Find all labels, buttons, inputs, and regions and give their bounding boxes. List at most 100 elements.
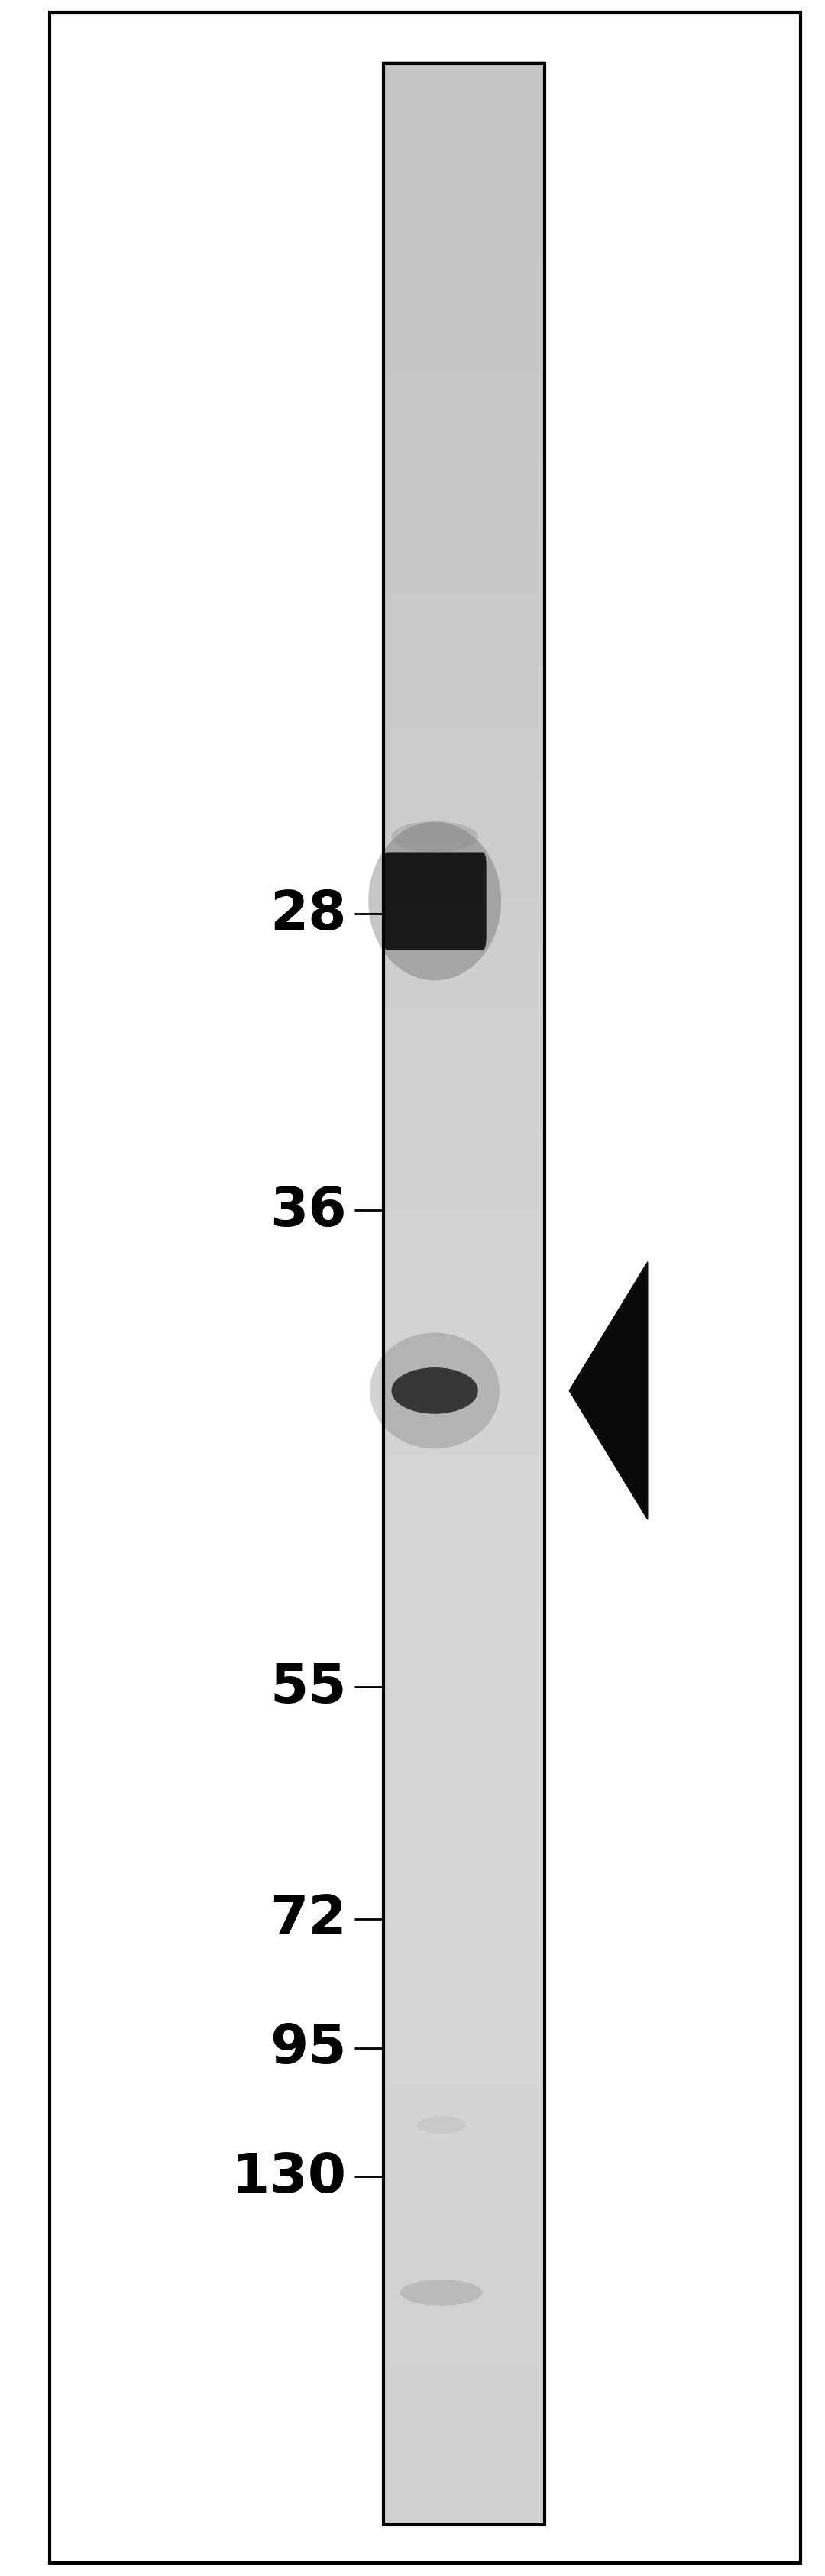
Bar	[384, 1170, 544, 1185]
Bar	[384, 2375, 544, 2388]
Bar	[384, 1613, 544, 1625]
Bar	[384, 368, 544, 384]
Bar	[384, 1280, 544, 1296]
Bar	[384, 2030, 544, 2045]
Bar	[384, 1734, 544, 1749]
Bar	[384, 677, 544, 693]
Bar	[384, 443, 544, 459]
Bar	[384, 1242, 544, 1257]
Bar	[384, 971, 544, 987]
Bar	[384, 1206, 544, 1221]
Bar	[384, 850, 544, 863]
Bar	[384, 2004, 544, 2020]
Bar	[384, 652, 544, 667]
Bar	[384, 726, 544, 742]
Bar	[384, 2398, 544, 2414]
Bar	[384, 1685, 544, 1700]
Bar	[384, 567, 544, 582]
Bar	[384, 2264, 544, 2277]
Bar	[384, 801, 544, 814]
Bar	[384, 1502, 544, 1515]
Bar	[384, 1955, 544, 1971]
Bar	[384, 137, 544, 149]
Bar	[384, 2287, 544, 2303]
Text: 55: 55	[270, 1662, 346, 1713]
Bar	[384, 1082, 544, 1097]
Bar	[384, 98, 544, 113]
Bar	[384, 2277, 544, 2290]
Bar	[384, 1010, 544, 1023]
Bar	[384, 961, 544, 974]
Bar	[384, 1883, 544, 1896]
Bar	[384, 2056, 544, 2069]
Bar	[384, 2313, 544, 2329]
Bar	[384, 64, 544, 2524]
Bar	[384, 309, 544, 322]
Bar	[384, 111, 544, 126]
Bar	[384, 603, 544, 618]
Bar	[384, 1072, 544, 1084]
Bar	[384, 1342, 544, 1355]
Bar	[384, 2385, 544, 2401]
Bar	[384, 1255, 544, 1270]
Bar	[384, 1710, 544, 1726]
Bar	[384, 2115, 544, 2130]
Bar	[384, 198, 544, 211]
Bar	[384, 1108, 544, 1123]
Bar	[384, 665, 544, 680]
Bar	[384, 1365, 544, 1381]
Bar	[384, 2154, 544, 2169]
Bar	[384, 1414, 544, 1430]
Bar	[384, 2215, 544, 2228]
Bar	[384, 1489, 544, 1504]
Bar	[384, 64, 544, 2524]
Bar	[384, 1564, 544, 1577]
Bar	[384, 1795, 544, 1811]
Bar	[384, 1844, 544, 1860]
Text: 36: 36	[270, 1185, 346, 1236]
Bar	[384, 750, 544, 765]
Bar	[384, 2362, 544, 2378]
Ellipse shape	[417, 2117, 466, 2133]
Bar	[384, 1636, 544, 1651]
Bar	[384, 247, 544, 260]
Bar	[384, 1772, 544, 1788]
Bar	[384, 1723, 544, 1736]
Bar	[384, 1182, 544, 1195]
Bar	[384, 394, 544, 410]
Bar	[384, 629, 544, 641]
Bar	[384, 2190, 544, 2205]
Bar	[384, 381, 544, 397]
Bar	[384, 160, 544, 175]
Bar	[384, 209, 544, 224]
Bar	[384, 2447, 544, 2463]
Bar	[384, 479, 544, 495]
Bar	[384, 1231, 544, 1244]
Bar	[384, 1919, 544, 1935]
Bar	[384, 407, 544, 420]
Bar	[384, 1033, 544, 1048]
Bar	[384, 2473, 544, 2488]
Bar	[384, 1587, 544, 1602]
Bar	[384, 528, 544, 544]
Bar	[384, 417, 544, 433]
Ellipse shape	[392, 1368, 478, 1414]
Bar	[384, 1378, 544, 1394]
Bar	[384, 2349, 544, 2365]
Bar	[384, 873, 544, 889]
FancyBboxPatch shape	[383, 853, 487, 951]
Text: 28: 28	[270, 889, 346, 940]
Bar	[384, 2424, 544, 2439]
Bar	[384, 1945, 544, 1958]
Polygon shape	[569, 1262, 648, 1520]
Bar	[384, 1267, 544, 1283]
Bar	[384, 185, 544, 201]
Bar	[384, 1623, 544, 1638]
Bar	[384, 909, 544, 925]
Bar	[384, 75, 544, 90]
Bar	[384, 1857, 544, 1873]
Bar	[384, 1674, 544, 1687]
Bar	[384, 1512, 544, 1528]
Bar	[384, 739, 544, 752]
Bar	[384, 1440, 544, 1455]
